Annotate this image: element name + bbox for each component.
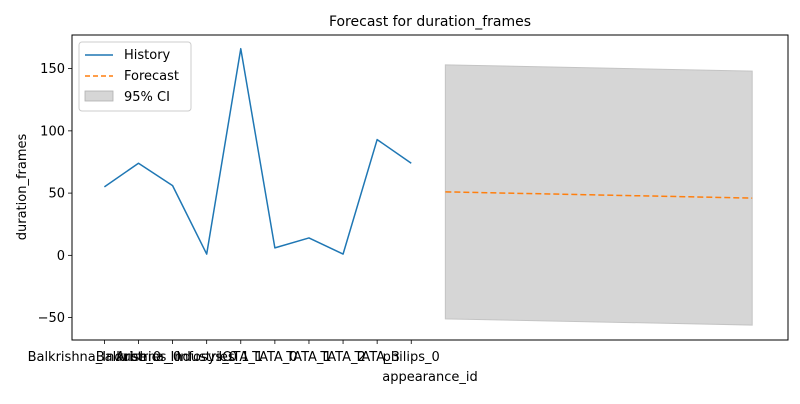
legend-history-label: History [124, 48, 171, 63]
legend-ci-label: 95% CI [124, 90, 170, 105]
y-tick-label: 150 [40, 62, 65, 77]
legend-ci-swatch [85, 91, 113, 101]
y-tick-label: 100 [40, 124, 65, 139]
legend: History Forecast 95% CI [79, 42, 191, 111]
y-tick-label: −50 [38, 311, 65, 326]
x-axis-label: appearance_id [382, 370, 478, 385]
x-tick-label: philips_0 [383, 350, 440, 365]
y-tick-label: 50 [48, 187, 65, 202]
y-tick-label: 0 [57, 249, 65, 264]
legend-forecast-label: Forecast [124, 69, 179, 84]
y-axis-label: duration_frames [15, 134, 30, 241]
chart-title: Forecast for duration_frames [329, 14, 531, 30]
